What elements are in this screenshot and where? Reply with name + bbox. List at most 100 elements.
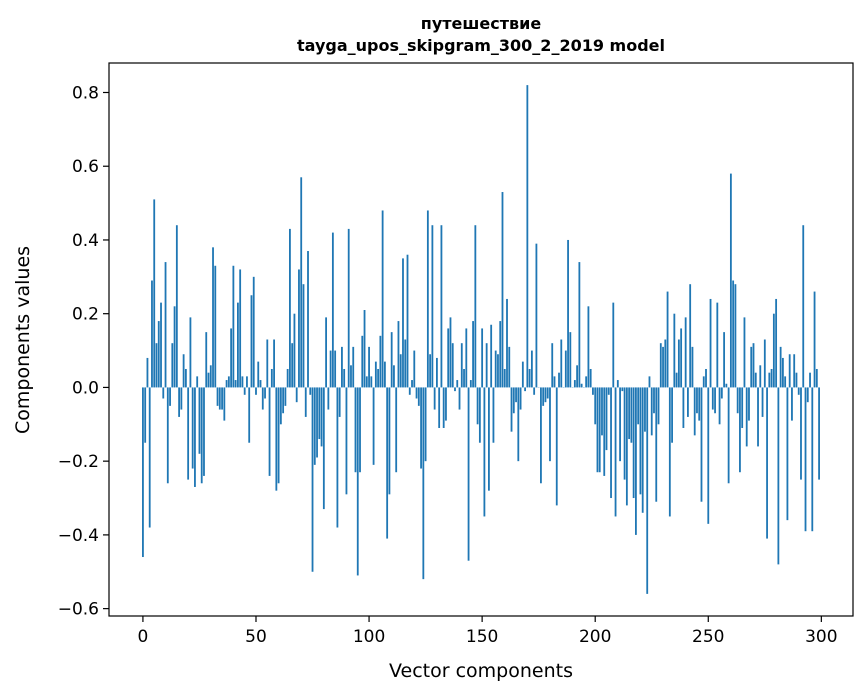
bar-92 (350, 365, 352, 388)
bar-83 (329, 350, 332, 388)
bar-98 (363, 310, 366, 388)
bar-254 (716, 302, 719, 388)
bar-11 (166, 387, 169, 484)
bar-218 (635, 387, 637, 535)
bar-77 (316, 387, 318, 458)
bar-222 (644, 387, 646, 432)
bar-137 (451, 343, 454, 388)
bar-55 (266, 339, 269, 388)
bar-102 (372, 387, 375, 465)
bar-13 (171, 343, 174, 388)
bar-28 (205, 332, 208, 388)
bar-238 (680, 328, 683, 388)
x-tick-label: 200 (579, 627, 611, 647)
bar-35 (221, 387, 223, 410)
bar-291 (800, 387, 802, 480)
bar-42 (237, 302, 239, 388)
bar-4 (151, 280, 153, 388)
bar-187 (564, 350, 567, 388)
bar-65 (289, 228, 291, 388)
bar-126 (426, 210, 429, 388)
bar-112 (395, 387, 398, 473)
bar-147 (474, 225, 477, 388)
bar-14 (173, 306, 176, 388)
x-ticks-group: 0 50 100 150 200 250 300 (138, 616, 838, 647)
bar-219 (637, 387, 640, 425)
bar-25 (198, 387, 201, 454)
bar-22 (191, 387, 194, 469)
bar-154 (490, 324, 493, 388)
bar-252 (711, 387, 714, 410)
bar-115 (402, 258, 404, 388)
bar-156 (494, 350, 497, 388)
bar-130 (436, 357, 438, 388)
bar-182 (553, 376, 556, 388)
bar-166 (517, 387, 520, 462)
bar-3 (148, 387, 151, 528)
bar-76 (313, 387, 316, 465)
y-tick-label: −0.6 (58, 600, 99, 620)
bar-216 (630, 387, 633, 443)
bar-34 (218, 387, 221, 410)
bar-89 (343, 368, 346, 388)
bar-12 (169, 387, 171, 406)
x-tick-label: 250 (692, 627, 724, 647)
bars-group (142, 85, 820, 594)
x-axis-label: Vector components (389, 660, 573, 682)
bar-140 (458, 387, 461, 410)
bar-58 (273, 339, 275, 388)
bar-106 (381, 210, 384, 388)
chart-subtitle: tayga_upos_skipgram_300_2_2019 model (297, 36, 665, 55)
bar-188 (567, 239, 569, 388)
bar-256 (720, 387, 723, 399)
bar-52 (259, 380, 262, 388)
bar-91 (347, 228, 350, 388)
bar-201 (596, 387, 599, 473)
bar-160 (503, 368, 506, 388)
bar-109 (388, 387, 391, 495)
bar-46 (246, 376, 248, 388)
bar-266 (743, 317, 746, 388)
bar-79 (320, 387, 323, 447)
bar-180 (549, 387, 551, 462)
bar-48 (250, 295, 253, 388)
bar-231 (664, 339, 667, 388)
bar-262 (734, 284, 737, 388)
bar-271 (754, 372, 757, 388)
bar-10 (164, 262, 167, 388)
bar-161 (506, 298, 508, 388)
bar-151 (483, 387, 486, 517)
bar-227 (655, 387, 658, 502)
bar-18 (182, 354, 185, 388)
bar-179 (546, 387, 549, 399)
bar-113 (397, 321, 400, 388)
bar-108 (386, 387, 389, 539)
bar-61 (279, 387, 282, 425)
bar-184 (558, 372, 560, 388)
bar-88 (341, 346, 343, 388)
bar-197 (587, 306, 590, 388)
bar-148 (476, 387, 479, 425)
bar-280 (775, 298, 778, 388)
bar-237 (677, 339, 680, 388)
bar-45 (243, 387, 246, 395)
bar-145 (469, 380, 472, 388)
bar-293 (804, 387, 807, 532)
bar-286 (788, 354, 791, 388)
bar-294 (806, 387, 809, 403)
bar-268 (748, 387, 750, 421)
bar-51 (257, 361, 260, 388)
bar-90 (345, 387, 348, 495)
plot-frame (108, 62, 854, 617)
bar-246 (698, 387, 701, 421)
bar-281 (777, 387, 780, 565)
bar-110 (390, 332, 393, 388)
bar-125 (424, 387, 427, 462)
bar-20 (187, 387, 190, 480)
x-tick-label: 50 (245, 627, 267, 647)
bar-209 (614, 387, 617, 517)
bar-202 (598, 387, 601, 473)
bar-2 (146, 357, 149, 388)
bar-32 (214, 265, 217, 388)
bar-196 (585, 376, 588, 388)
